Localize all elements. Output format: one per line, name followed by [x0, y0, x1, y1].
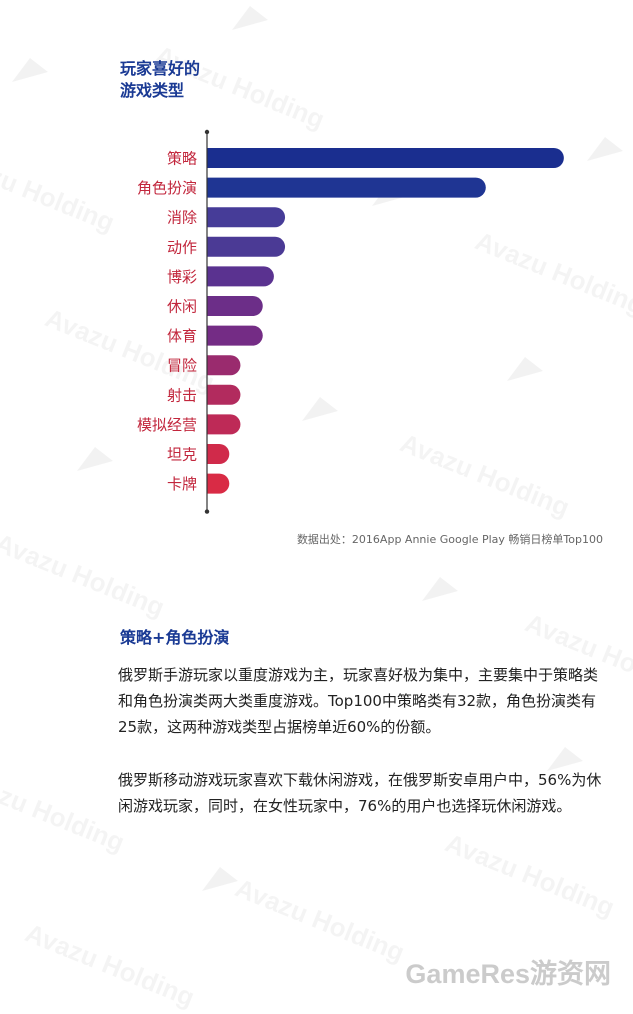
axis-end-dot-bottom: [204, 509, 210, 514]
watermark-text: Avazu Holding: [0, 527, 169, 623]
bar-2: [207, 207, 286, 228]
watermark-triangle-icon: [12, 58, 48, 82]
paragraph-1: 俄罗斯手游玩家以重度游戏为主，玩家喜好极为集中，主要集中于策略类和角色扮演类两大…: [118, 666, 599, 736]
bar-6: [207, 325, 263, 346]
category-label-6: 体育: [167, 327, 197, 345]
bar-8: [207, 384, 241, 405]
gameres-watermark: GameRes游资网: [405, 959, 611, 989]
bar-1: [207, 177, 486, 198]
category-label-11: 卡牌: [167, 475, 197, 493]
category-label-9: 模拟经营: [137, 416, 197, 434]
source-note: 数据出处：2016App Annie Google Play 畅销日榜单Top1…: [296, 533, 603, 546]
watermark-text: Avazu Holding: [441, 827, 619, 923]
bar-4: [207, 266, 274, 287]
category-label-10: 坦克: [167, 446, 197, 464]
chart-title: 玩家喜好的 游戏类型: [120, 58, 320, 102]
category-label-8: 射击: [167, 386, 197, 404]
category-label-2: 消除: [167, 209, 197, 227]
chart-title-line1: 玩家喜好的: [120, 59, 201, 78]
bar-5: [207, 296, 263, 316]
category-label-4: 博彩: [167, 268, 197, 286]
section-title: 策略+角色扮演: [120, 628, 230, 647]
watermark-triangle-icon: [232, 6, 268, 30]
watermark-triangle-icon: [202, 867, 238, 891]
paragraph-2: 俄罗斯移动游戏玩家喜欢下载休闲游戏，在俄罗斯安卓用户中，56%为休闲游戏玩家，同…: [118, 771, 602, 815]
axis-end-dot-top: [204, 129, 210, 135]
category-label-1: 角色扮演: [137, 179, 197, 197]
category-label-7: 冒险: [167, 357, 197, 375]
watermark-triangle-icon: [422, 577, 458, 601]
category-label-3: 动作: [167, 238, 197, 256]
bar-11: [207, 473, 230, 494]
watermark-text: Avazu Holding: [0, 762, 129, 858]
bar-3: [207, 236, 286, 257]
category-label-0: 策略: [167, 150, 197, 168]
bar-7: [207, 355, 241, 376]
bar-9: [207, 414, 241, 435]
bar-10: [207, 444, 230, 464]
watermark-text: Avazu Holding: [21, 917, 199, 1013]
watermark-text: Avazu Holding: [231, 872, 409, 968]
bar-0: [207, 148, 564, 168]
category-label-5: 休闲: [167, 298, 197, 316]
chart-title-line2: 游戏类型: [120, 81, 185, 100]
